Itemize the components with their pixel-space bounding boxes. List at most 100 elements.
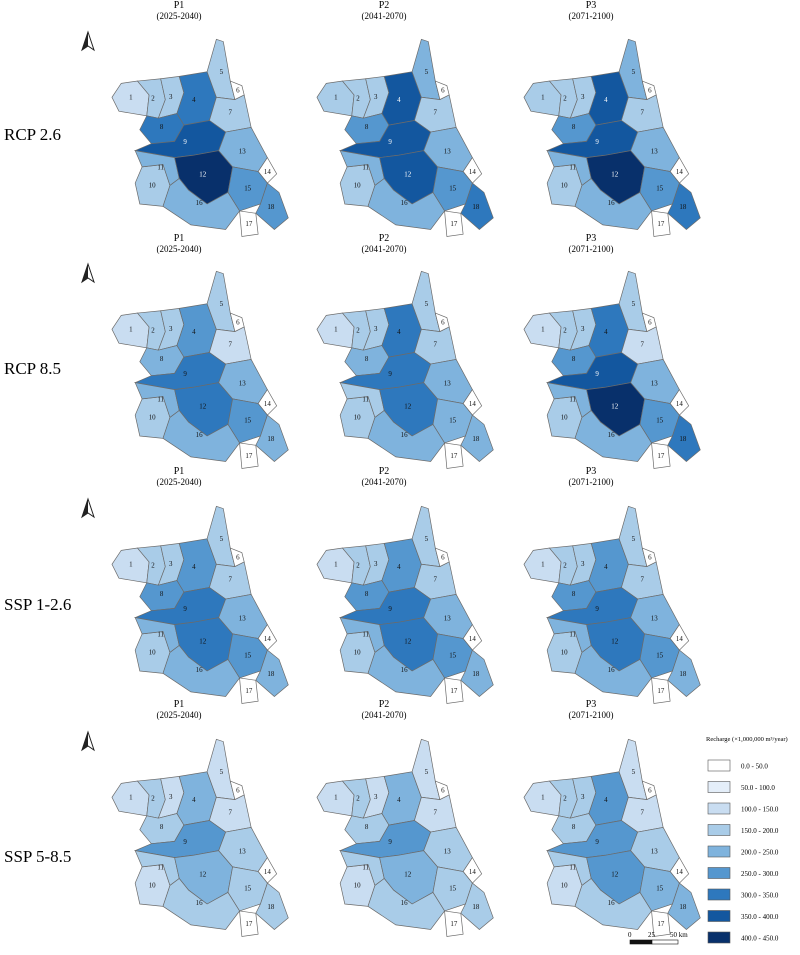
region-number-label: 14: [676, 868, 683, 876]
region-number-label: 12: [404, 871, 411, 879]
map-region-17: [651, 210, 671, 237]
map-region-17: [444, 677, 464, 704]
region-number-label: 14: [469, 868, 476, 876]
north-arrow-icon: [81, 263, 95, 283]
region-number-label: 11: [157, 164, 164, 172]
region-number-label: 15: [244, 651, 251, 659]
map-region-17: [444, 210, 464, 237]
period-range: (2071-2100): [569, 710, 614, 720]
region-number-label: 9: [183, 370, 187, 378]
period-label: P3: [586, 233, 597, 244]
map-region-18: [255, 649, 289, 697]
region-number-label: 8: [160, 823, 164, 831]
region-number-label: 15: [449, 651, 456, 659]
region-number-label: 18: [472, 435, 479, 443]
period-label: P1: [174, 466, 185, 477]
region-number-label: 12: [611, 871, 618, 879]
region-number-label: 4: [397, 563, 401, 571]
region-number-label: 3: [581, 325, 585, 333]
scenario-label-rcp26: RCP 2.6: [4, 125, 61, 144]
region-number-label: 14: [676, 168, 683, 176]
region-number-label: 9: [388, 605, 392, 613]
period-label: P1: [174, 233, 185, 244]
region-number-label: 1: [334, 794, 338, 802]
region-number-label: 2: [356, 94, 360, 102]
region-number-label: 5: [632, 68, 636, 76]
region-number-label: 12: [199, 871, 206, 879]
region-number-label: 7: [434, 340, 438, 348]
period-label: P2: [379, 0, 390, 11]
region-number-label: 9: [183, 838, 187, 846]
map-region-16: [367, 177, 445, 230]
region-number-label: 8: [572, 590, 576, 598]
region-number-label: 5: [632, 768, 636, 776]
region-number-label: 12: [199, 638, 206, 646]
legend-label: 100.0 - 150.0: [741, 806, 779, 814]
region-number-label: 16: [196, 199, 203, 207]
region-number-label: 3: [581, 93, 585, 101]
map-region-16: [162, 644, 240, 697]
region-number-label: 14: [264, 868, 271, 876]
map-region-17: [444, 442, 464, 469]
period-label: P1: [174, 699, 185, 710]
region-number-label: 11: [569, 864, 576, 872]
region-number-label: 9: [595, 138, 599, 146]
region-number-label: 7: [229, 808, 233, 816]
region-number-label: 6: [236, 319, 240, 327]
region-number-label: 3: [169, 793, 173, 801]
map-region-17: [239, 442, 259, 469]
region-number-label: 11: [569, 396, 576, 404]
legend: Recharge (×1,000,000 m³/year) 0.0 - 50.0…: [706, 736, 788, 944]
region-number-label: 15: [244, 884, 251, 892]
region-number-label: 13: [651, 614, 658, 622]
region-number-label: 5: [220, 300, 224, 308]
region-number-label: 8: [160, 355, 164, 363]
region-number-label: 14: [469, 635, 476, 643]
legend-swatch: [707, 867, 731, 879]
region-number-label: 9: [183, 138, 187, 146]
region-number-label: 15: [244, 416, 251, 424]
map-region-17: [239, 210, 259, 237]
region-number-label: 7: [641, 108, 645, 116]
region-number-label: 12: [404, 638, 411, 646]
map-region-16: [162, 409, 240, 462]
period-range: (2041-2070): [362, 710, 407, 720]
region-number-label: 4: [604, 96, 608, 104]
region-number-label: 7: [229, 575, 233, 583]
region-number-label: 7: [229, 108, 233, 116]
region-number-label: 5: [425, 68, 429, 76]
legend-label: 250.0 - 300.0: [741, 870, 779, 878]
region-number-label: 9: [183, 605, 187, 613]
legend-label: 50.0 - 100.0: [741, 784, 775, 792]
map-region-18: [460, 649, 494, 697]
region-number-label: 11: [569, 631, 576, 639]
region-number-label: 10: [354, 181, 361, 189]
region-number-label: 5: [425, 535, 429, 543]
region-number-label: 7: [434, 108, 438, 116]
scale-bar-segment: [651, 939, 679, 945]
region-number-label: 2: [356, 794, 360, 802]
region-number-label: 10: [561, 181, 568, 189]
legend-title: Recharge (×1,000,000 m³/year): [706, 736, 788, 743]
region-number-label: 13: [239, 379, 246, 387]
map-region-17: [651, 910, 671, 937]
region-number-label: 12: [611, 171, 618, 179]
region-number-label: 6: [236, 87, 240, 95]
map-region-16: [574, 644, 652, 697]
region-number-label: 8: [572, 823, 576, 831]
region-number-label: 18: [472, 203, 479, 211]
region-number-label: 5: [220, 535, 224, 543]
region-number-label: 18: [679, 903, 686, 911]
map-region-18: [667, 182, 701, 230]
region-number-label: 5: [632, 535, 636, 543]
scale-bar: 0 25 50 km: [628, 931, 688, 945]
region-number-label: 17: [245, 687, 252, 695]
region-number-label: 16: [608, 431, 615, 439]
